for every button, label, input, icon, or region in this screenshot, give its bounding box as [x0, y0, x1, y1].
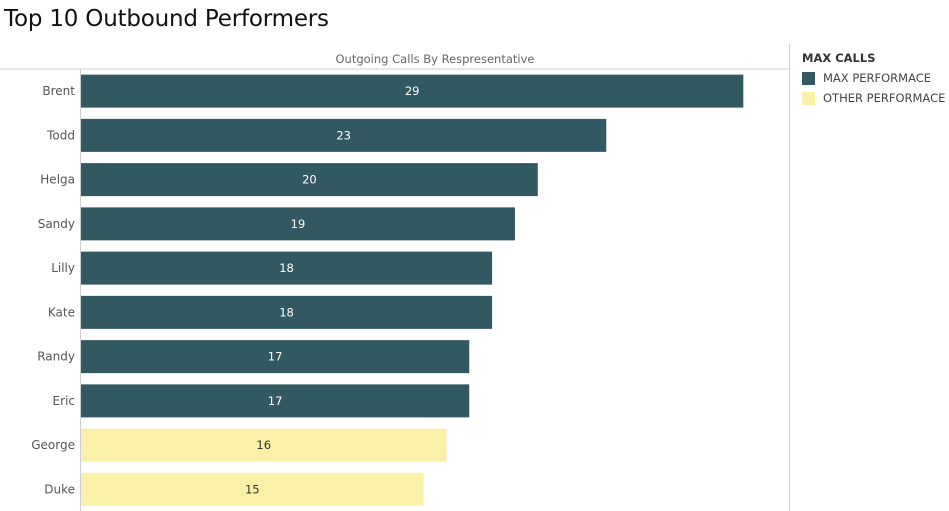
value-label-brent: 29 [405, 84, 420, 98]
value-label-todd: 23 [336, 128, 351, 142]
value-label-helga: 20 [302, 173, 317, 187]
bar-duke[interactable] [81, 472, 424, 506]
category-label-george: George [31, 438, 75, 452]
value-label-lilly: 18 [279, 261, 294, 275]
category-label-helga: Helga [40, 173, 75, 187]
category-label-brent: Brent [42, 84, 75, 98]
bar-kate[interactable] [81, 295, 493, 329]
bars-layer: Brent 29 Todd 23 Helga 20 Sandy 19 Lilly 18 Kate 18… [31, 74, 744, 506]
value-label-duke: 15 [245, 482, 260, 496]
category-label-sandy: Sandy [38, 217, 75, 231]
bar-eric[interactable] [81, 384, 470, 418]
category-label-eric: Eric [53, 394, 75, 408]
chart-title: Outgoing Calls By Respresentative [336, 52, 535, 66]
legend: MAX CALLS MAX PERFORMACE OTHER PERFORMAC… [802, 51, 949, 108]
value-label-eric: 17 [268, 394, 283, 408]
bar-randy[interactable] [81, 340, 470, 374]
legend-swatch-max [802, 71, 815, 85]
bar-lilly[interactable] [81, 251, 493, 285]
bar-george[interactable] [81, 428, 447, 462]
bar-todd[interactable] [81, 118, 607, 152]
bar-chart: Outgoing Calls By Respresentative Brent 2… [0, 44, 790, 511]
category-label-randy: Randy [37, 350, 75, 364]
value-label-sandy: 19 [291, 217, 306, 231]
legend-item-max[interactable]: MAX PERFORMACE [802, 68, 949, 88]
category-label-lilly: Lilly [51, 261, 75, 275]
bar-sandy[interactable] [81, 207, 515, 241]
legend-item-other[interactable]: OTHER PERFORMACE [802, 88, 949, 108]
bar-brent[interactable] [81, 74, 744, 108]
legend-swatch-other [802, 91, 815, 105]
value-label-george: 16 [256, 438, 271, 452]
bar-helga[interactable] [81, 163, 538, 197]
value-label-randy: 17 [268, 350, 283, 364]
category-label-duke: Duke [44, 482, 75, 496]
legend-label-other: OTHER PERFORMACE [823, 91, 946, 105]
legend-label-max: MAX PERFORMACE [823, 71, 932, 85]
category-label-todd: Todd [46, 128, 75, 142]
category-label-kate: Kate [48, 305, 75, 319]
value-label-kate: 18 [279, 305, 294, 319]
legend-title: MAX CALLS [802, 51, 876, 65]
dashboard-title: Top 10 Outbound Performers [4, 6, 329, 32]
